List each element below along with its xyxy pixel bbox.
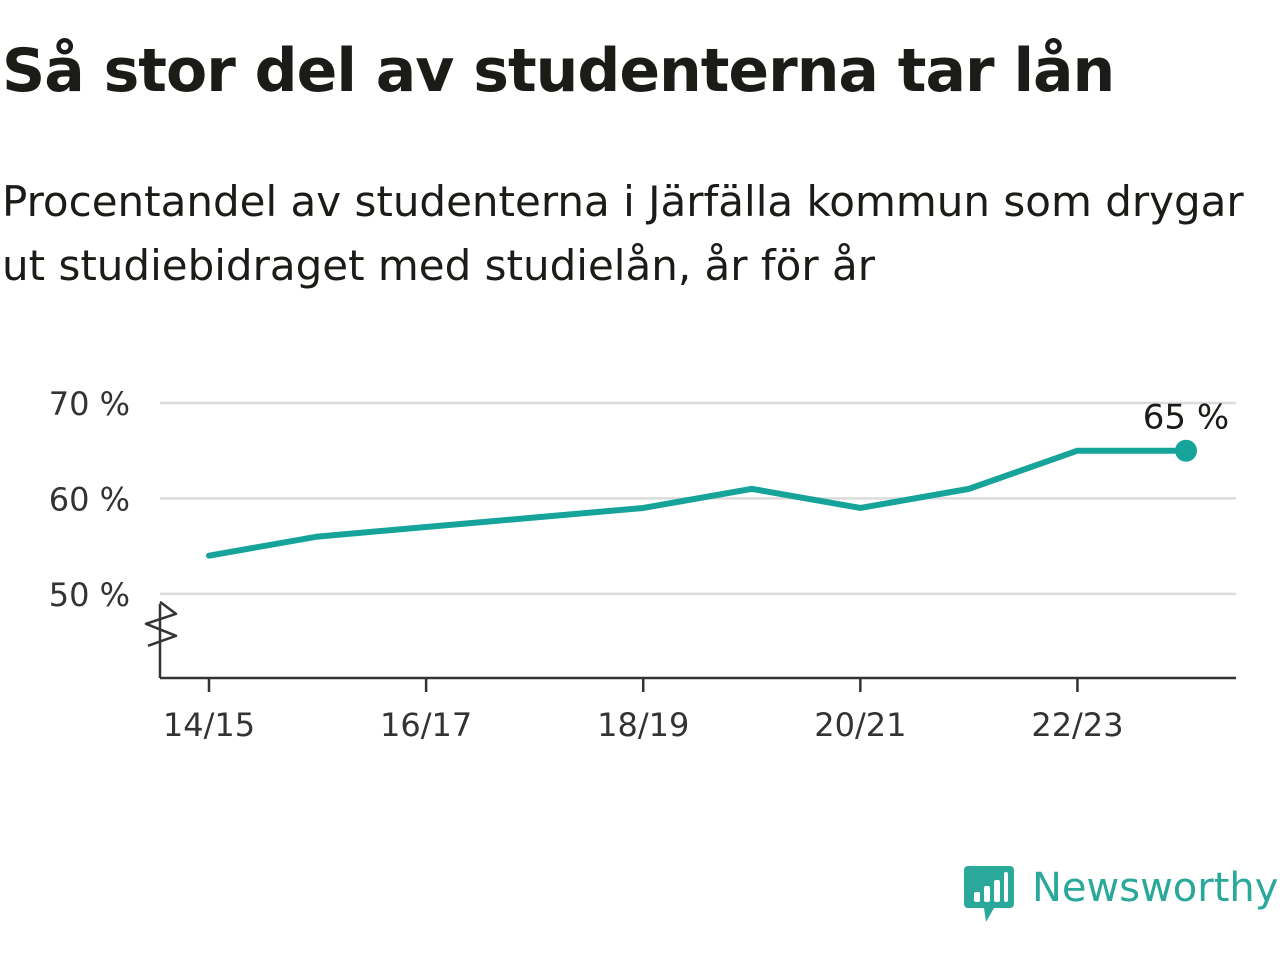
x-tick-label: 22/23 <box>1031 706 1123 744</box>
newsworthy-logo-icon <box>964 866 1014 922</box>
y-tick-label: 60 % <box>49 480 130 518</box>
page-title: Så stor del av studenterna tar lån <box>2 36 1115 106</box>
series-line <box>206 447 1189 559</box>
line-chart: 50 % 60 % 70 % 14/15 16/17 18/19 20/21 22/23 65 … <box>49 385 1236 744</box>
chart-subtitle: Procentandel av studenterna i Järfälla k… <box>2 177 1244 290</box>
y-tick-label: 70 % <box>49 385 130 423</box>
end-value-label: 65 % <box>1143 398 1229 438</box>
x-tick-label: 16/17 <box>380 706 472 744</box>
x-tick-label: 18/19 <box>597 706 689 744</box>
y-tick-label: 50 % <box>49 576 130 614</box>
newsworthy-logo-text: Newsworthy <box>1032 865 1279 911</box>
newsworthy-logo: Newsworthy <box>964 864 1278 928</box>
end-point-marker <box>1175 439 1197 462</box>
axis-break-icon <box>144 600 178 648</box>
x-tick-label: 20/21 <box>814 706 906 744</box>
x-tick-label: 14/15 <box>163 706 255 744</box>
